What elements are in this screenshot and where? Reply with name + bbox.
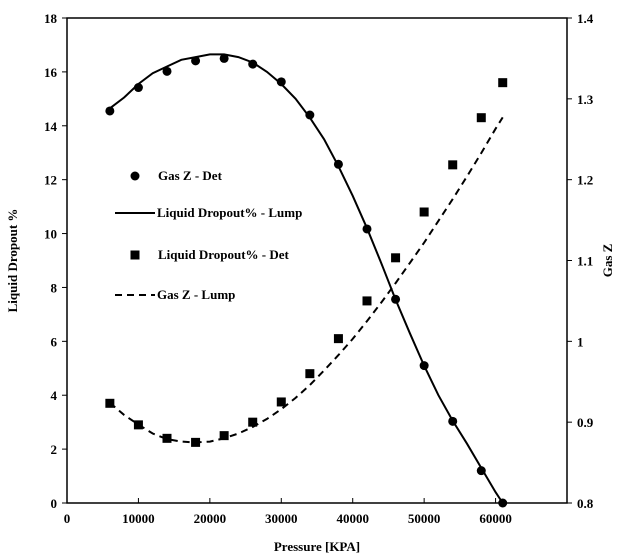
legend-item-2: Liquid Dropout% - Det xyxy=(130,247,290,262)
y2-tick-label: 1.4 xyxy=(577,11,594,26)
x-axis-title: Pressure [KPA] xyxy=(274,539,360,554)
x-tick-label: 30000 xyxy=(265,511,298,526)
data-point-square xyxy=(391,253,401,263)
legend-item-1: Liquid Dropout% - Lump xyxy=(115,205,302,220)
x-tick-label: 40000 xyxy=(336,511,369,526)
y2-tick-label: 0.9 xyxy=(577,415,594,430)
x-tick-label: 50000 xyxy=(408,511,441,526)
x-tick-label: 0 xyxy=(64,511,71,526)
y2-tick-label: 1.3 xyxy=(577,92,594,107)
y-tick-label: 10 xyxy=(44,227,57,242)
y-tick-label: 0 xyxy=(51,496,58,511)
y2-tick-label: 1.1 xyxy=(577,254,593,269)
y-tick-label: 8 xyxy=(51,280,58,295)
data-point-square xyxy=(219,431,229,441)
series-2 xyxy=(105,78,508,447)
data-point-circle xyxy=(105,106,115,116)
legend-item-3: Gas Z - Lump xyxy=(115,287,235,302)
y-tick-label: 4 xyxy=(51,388,58,403)
y-tick-label: 14 xyxy=(44,119,58,134)
ticks: 0 10000 20000 30000 40000 50000 60000 0 2 4 6 8 10 12… xyxy=(44,11,594,526)
series-line xyxy=(109,116,504,444)
y-tick-label: 16 xyxy=(44,65,58,80)
y-tick-label: 12 xyxy=(44,173,57,188)
y-tick-label: 2 xyxy=(51,442,58,457)
legend-label: Liquid Dropout% - Det xyxy=(158,247,290,262)
data-point-square xyxy=(448,160,458,170)
data-point-circle xyxy=(191,56,201,66)
data-point-square xyxy=(333,334,343,344)
y-tick-label: 6 xyxy=(51,334,58,349)
series-layer xyxy=(105,53,508,508)
axes xyxy=(66,17,568,504)
y-tick-label: 18 xyxy=(44,11,58,26)
legend-label: Gas Z - Lump xyxy=(157,287,235,302)
data-point-square xyxy=(498,78,508,88)
y-axis-title: Liquid Dropout % xyxy=(5,209,20,313)
series-line xyxy=(109,53,504,504)
y2-tick-label: 1 xyxy=(577,334,584,349)
series-1 xyxy=(109,53,504,504)
data-point-square xyxy=(305,369,315,379)
x-tick-label: 60000 xyxy=(479,511,512,526)
x-tick-label: 20000 xyxy=(194,511,227,526)
data-point-square xyxy=(162,433,172,443)
data-point-circle xyxy=(162,66,172,76)
data-point-circle xyxy=(305,110,315,120)
legend-marker-square xyxy=(130,250,140,260)
legend-item-0: Gas Z - Det xyxy=(130,168,223,183)
data-point-square xyxy=(276,397,286,407)
y2-axis-title: Gas Z xyxy=(600,243,615,277)
legend-label: Gas Z - Det xyxy=(158,168,223,183)
legend-label: Liquid Dropout% - Lump xyxy=(157,205,302,220)
data-point-square xyxy=(419,207,429,217)
data-point-circle xyxy=(219,53,229,63)
data-point-square xyxy=(248,417,258,427)
legend: Gas Z - Det Liquid Dropout% - Lump Liquid … xyxy=(115,168,302,302)
plot-frame xyxy=(66,17,568,504)
data-point-circle xyxy=(276,77,286,87)
data-point-square xyxy=(476,113,486,123)
data-point-square xyxy=(362,296,372,306)
y2-tick-label: 0.8 xyxy=(577,496,594,511)
legend-marker-circle xyxy=(130,171,140,181)
y2-tick-label: 1.2 xyxy=(577,173,593,188)
series-3 xyxy=(109,116,504,444)
x-tick-label: 10000 xyxy=(122,511,155,526)
